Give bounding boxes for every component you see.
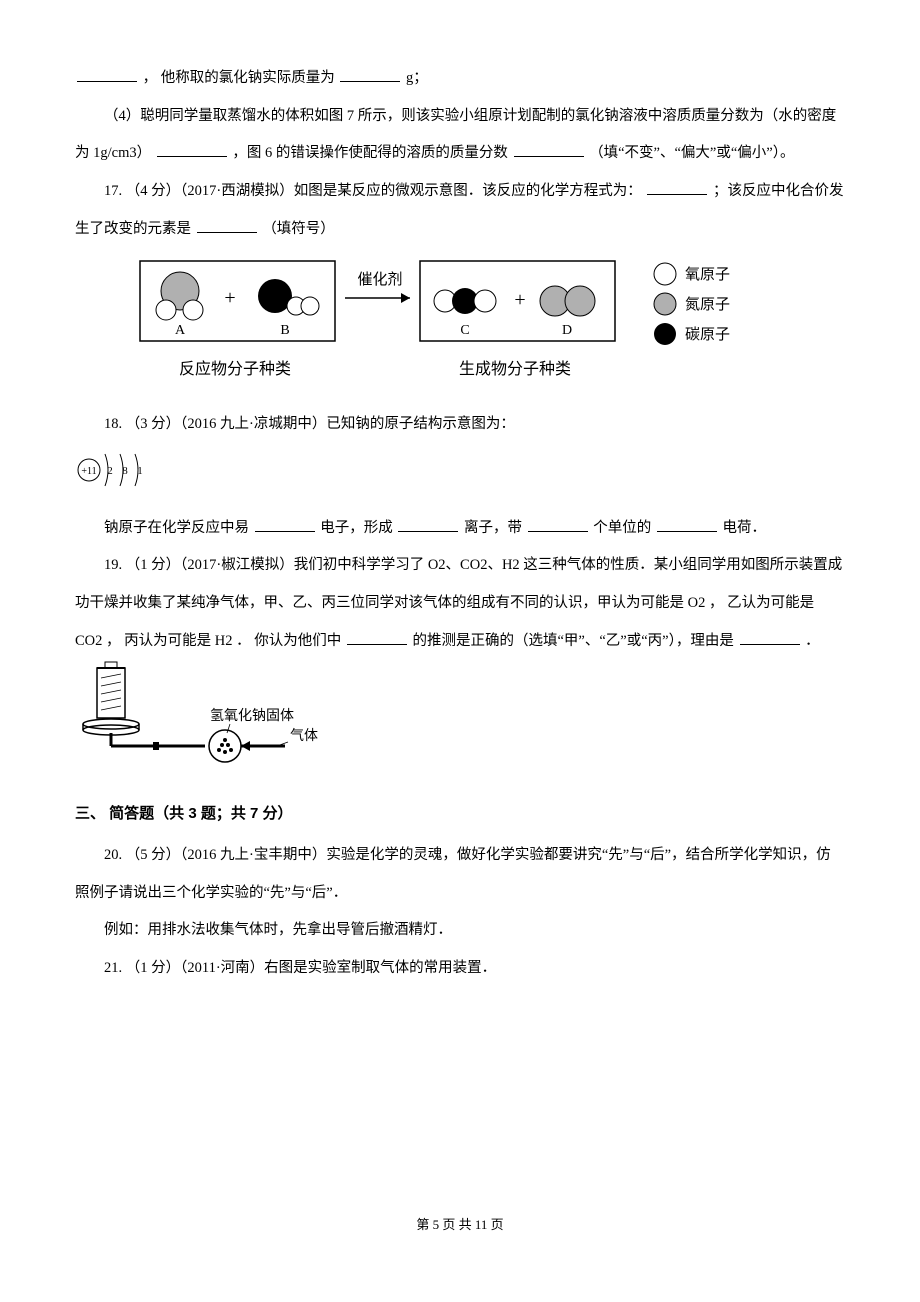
nucleus: +11 [81,466,96,477]
text: 17. （4 分）（2017·西湖模拟）如图是某反应的微观示意图．该反应的化学方… [104,183,642,199]
text: ． [805,633,820,649]
q19-figure: 氢氧化钠固体 气体 [75,660,845,786]
text: 个单位的 [593,520,651,536]
q20-example: 例如：用排水法收集气体时，先拿出导管后撤酒精灯． [75,912,845,950]
shell1: 2 [107,465,113,477]
legend-n: 氮原子 [685,296,730,313]
q17-figure: A + B 催化剂 C + D 氧原 [135,256,845,402]
blank [528,516,588,532]
blank [157,142,227,158]
svg-text:+: + [224,287,235,309]
text: （填符号） [262,221,335,237]
q18-line2: 钠原子在化学反应中易 电子，形成 离子，带 个单位的 电荷． [75,510,845,548]
blank [77,67,137,83]
text: ，图 6 的错误操作使配得的溶质的质量分数 [232,145,508,161]
q19-text: 19. （1 分）（2017·椒江模拟）我们初中科学学习了 O2、CO2、H2 … [75,547,845,660]
q18-text: 18. （3 分）（2016 九上·凉城期中）已知钠的原子结构示意图为： [75,406,845,444]
blank [340,67,400,83]
text: 的推测是正确的（选填“甲”、“乙”或“丙”），理由是 [413,633,734,649]
label-d: D [562,323,572,338]
left-caption: 反应物分子种类 [179,359,291,378]
blank [197,217,257,233]
q17-text: 17. （4 分）（2017·西湖模拟）如图是某反应的微观示意图．该反应的化学方… [75,173,845,248]
section3-head: 三、 简答题（共 3 题；共 7 分） [75,794,845,833]
reaction-diagram: A + B 催化剂 C + D 氧原 [135,256,755,386]
blank [347,629,407,645]
text: 离子，带 [464,520,522,536]
text: 钠原子在化学反应中易 [104,520,249,536]
q16-line1: ， 他称取的氯化钠实际质量为 g； [75,60,845,98]
q20-text: 20. （5 分）（2016 九上·宝丰期中）实验是化学的灵魂，做好化学实验都要… [75,837,845,912]
gas-label: 气体 [290,728,318,744]
label-c: C [460,323,469,338]
text: 电子，形成 [320,520,393,536]
label-a: A [175,323,186,338]
legend-o: 氧原子 [685,266,730,283]
text: 18. （3 分）（2016 九上·凉城期中）已知钠的原子结构示意图为： [104,416,515,432]
blank [514,142,584,158]
page-container: ， 他称取的氯化钠实际质量为 g； （4）聪明同学量取蒸馏水的体积如图 7 所示… [0,0,920,1281]
text: 电荷． [723,520,767,536]
gas-collect-diagram: 氢氧化钠固体 气体 [75,660,345,770]
catalyst-label: 催化剂 [357,271,402,288]
text: ， 他称取的氯化钠实际质量为 [143,70,335,86]
shell2: 8 [122,465,128,477]
atom-structure-icon: +11 2 8 1 [75,444,165,494]
text: （填“不变”、“偏大”或“偏小”）。 [589,145,794,161]
q18-atom-figure: +11 2 8 1 [75,444,845,510]
shell3: 1 [137,465,143,477]
naoh-label: 氢氧化钠固体 [210,708,294,724]
blank [740,629,800,645]
blank [657,516,717,532]
q21-text: 21. （1 分）（2011·河南）右图是实验室制取气体的常用装置． [75,950,845,988]
text: g； [406,70,428,86]
page-footer: 第 5 页 共 11 页 [75,1208,845,1242]
blank [647,180,707,196]
legend-c: 碳原子 [685,326,730,343]
blank [398,516,458,532]
right-caption: 生成物分子种类 [459,360,571,378]
label-b: B [280,323,289,338]
blank [255,516,315,532]
svg-text:+: + [514,289,525,311]
q16-line2: （4）聪明同学量取蒸馏水的体积如图 7 所示，则该实验小组原计划配制的氯化钠溶液… [75,98,845,173]
